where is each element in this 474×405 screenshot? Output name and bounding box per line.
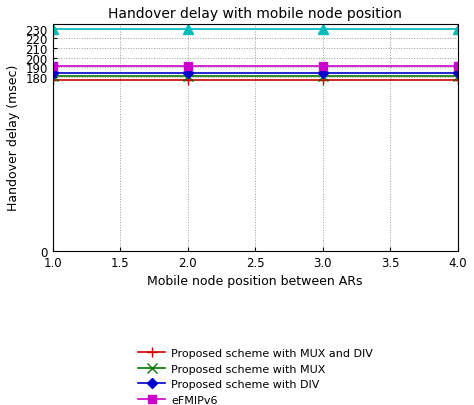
Line: Proposed scheme with MUX and DIV: Proposed scheme with MUX and DIV [48,76,463,85]
Proposed scheme with MUX [185,75,191,79]
eFMIPv6 [320,65,326,70]
eFMIPv6 [185,65,191,70]
Proposed scheme with MUX and DIV [50,78,55,83]
FMIPv6 [185,27,191,32]
Legend: Proposed scheme with MUX and DIV, Proposed scheme with MUX, Proposed scheme with: Proposed scheme with MUX and DIV, Propos… [132,343,378,405]
Proposed scheme with MUX and DIV [320,78,326,83]
Proposed scheme with DIV [50,72,55,77]
FMIPv6 [455,27,461,32]
Proposed scheme with MUX [320,75,326,79]
Proposed scheme with MUX and DIV [455,78,461,83]
Proposed scheme with DIV [320,72,326,77]
Proposed scheme with MUX [50,75,55,79]
Line: FMIPv6: FMIPv6 [48,25,463,34]
Y-axis label: Handover delay (msec): Handover delay (msec) [7,65,20,211]
Title: Handover delay with mobile node position: Handover delay with mobile node position [108,7,402,21]
Line: Proposed scheme with MUX: Proposed scheme with MUX [48,72,463,82]
Proposed scheme with DIV [185,72,191,77]
eFMIPv6 [455,65,461,70]
Proposed scheme with MUX [455,75,461,79]
FMIPv6 [320,27,326,32]
Line: eFMIPv6: eFMIPv6 [48,63,462,71]
Proposed scheme with MUX and DIV [185,78,191,83]
Proposed scheme with DIV [455,72,461,77]
X-axis label: Mobile node position between ARs: Mobile node position between ARs [147,275,363,288]
eFMIPv6 [50,65,55,70]
FMIPv6 [50,27,55,32]
Line: Proposed scheme with DIV: Proposed scheme with DIV [49,70,461,77]
